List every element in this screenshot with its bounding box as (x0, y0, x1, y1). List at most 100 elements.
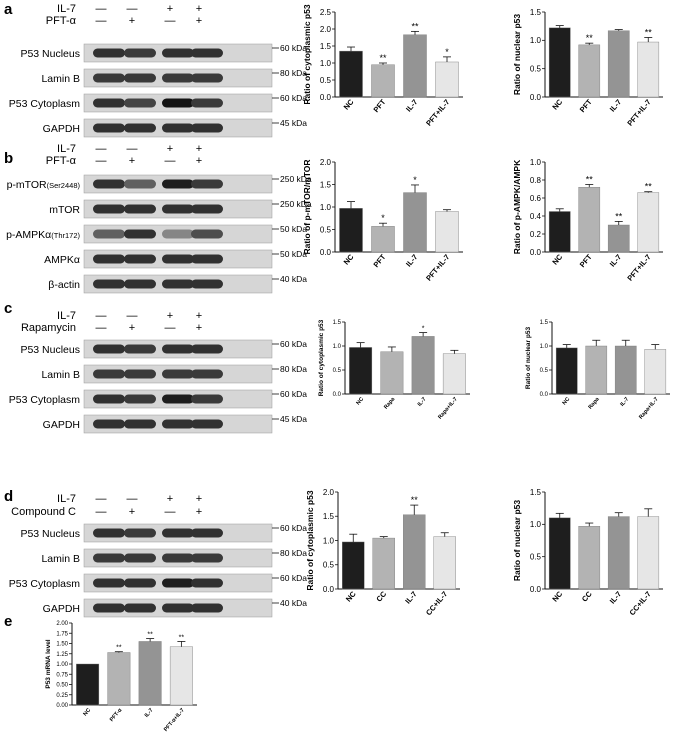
blot-name: GAPDH (43, 603, 80, 615)
y-tick-label: 1.25 (56, 652, 68, 658)
significance-label: ** (586, 175, 594, 185)
blot-band (124, 179, 156, 189)
chart-d2: 0.0 0.5 1.0 1.5 Ratio of nuclear p53 NC CC IL-7… (512, 488, 663, 617)
y-tick-label: 1.0 (320, 59, 332, 68)
marker-label: 80 kDa (280, 68, 307, 78)
blot-band (124, 578, 156, 588)
blot-band (191, 123, 223, 133)
y-axis-label: Ratio of cytoplasmic p53 (302, 4, 312, 104)
blot-name: GAPDH (43, 419, 80, 431)
condition-sign: + (196, 15, 202, 27)
y-tick-label: 2.0 (320, 158, 332, 167)
significance-label: * (422, 326, 425, 333)
condition-sign: — (96, 15, 107, 27)
y-axis-label: Ratio of p-mTOR/mTOR (302, 159, 312, 254)
blot-band (124, 394, 156, 404)
blot-band (124, 73, 156, 83)
significance-label: ** (147, 632, 153, 639)
y-tick-label: 1.0 (530, 36, 542, 45)
condition-sign: + (167, 3, 173, 15)
y-tick-label: 0.5 (323, 561, 335, 570)
blot-band (191, 204, 223, 214)
panel-label-a: a (4, 1, 13, 18)
condition-label: IL-7 (57, 143, 76, 155)
bar (637, 192, 660, 253)
condition-sign: + (129, 506, 135, 518)
condition-label: IL-7 (57, 3, 76, 15)
y-tick-label: 0.5 (333, 368, 342, 374)
blot-band (124, 48, 156, 58)
bar (380, 351, 404, 395)
significance-label: ** (615, 211, 623, 221)
y-tick-label: 0.0 (530, 585, 542, 594)
y-tick-label: 0.5 (530, 552, 542, 561)
bar (372, 537, 395, 590)
y-tick-label: 0.0 (333, 392, 342, 398)
blot-name: P53 Cytoplasm (9, 98, 80, 110)
blot-band (162, 344, 194, 354)
x-tick-label: IL-7 (619, 396, 630, 407)
blot-row: P53 Nucleus 60 kDa (20, 339, 307, 359)
y-axis-label: Ratio of cytoplasmic p53 (305, 490, 315, 590)
blot-name: Lamin B (41, 553, 80, 565)
y-tick-label: 2.5 (320, 8, 332, 17)
blot-band (191, 279, 223, 289)
blot-band (162, 73, 194, 83)
blot-name: p-AMPKα(Thr172) (6, 229, 80, 241)
x-tick-label: PFT (372, 97, 388, 114)
blot-band (93, 254, 125, 264)
x-tick-label: IL-7 (608, 253, 623, 269)
significance-label: * (413, 175, 417, 185)
condition-sign: — (96, 3, 107, 15)
condition-label: IL-7 (57, 310, 76, 322)
significance-label: * (445, 47, 449, 57)
x-tick-label: NC (342, 97, 356, 112)
condition-sign: + (129, 322, 135, 334)
y-tick-label: 1.0 (530, 520, 542, 529)
condition-sign: — (165, 155, 176, 167)
significance-label: ** (586, 33, 594, 43)
blot-band (93, 603, 125, 613)
panel-label-d: d (4, 488, 13, 505)
x-tick-label: PFT+IL-7 (424, 253, 451, 283)
bar (578, 526, 601, 590)
chart-e1: 0.00 0.25 0.50 0.75 1.00 1.25 1.50 1.75 2.00 P53 … (45, 621, 197, 733)
blot-band (191, 48, 223, 58)
blot-band (162, 279, 194, 289)
panel-label-e: e (4, 613, 12, 630)
x-tick-label: PFT-α (109, 707, 124, 723)
condition-sign: — (96, 155, 107, 167)
x-tick-label: CC+IL-7 (628, 590, 653, 618)
bar (442, 353, 466, 395)
y-tick-label: 1.0 (530, 158, 542, 167)
condition-sign: — (96, 322, 107, 334)
marker-label: 50 kDa (280, 224, 307, 234)
marker-label: 60 kDa (280, 339, 307, 349)
bar (403, 34, 427, 98)
blot-band (93, 179, 125, 189)
condition-sign: + (196, 310, 202, 322)
y-tick-label: 1.5 (333, 320, 342, 326)
blot-band (191, 179, 223, 189)
bar (578, 186, 601, 253)
blot-band (93, 48, 125, 58)
bar (607, 30, 630, 98)
bar (637, 41, 660, 98)
y-tick-label: 0.5 (530, 64, 542, 73)
blot-name-sub: (Ser2448) (47, 181, 81, 190)
blot-band (93, 578, 125, 588)
blot-band (162, 254, 194, 264)
blot-row: P53 Nucleus 60 kDa (20, 43, 307, 63)
blot-band (162, 98, 194, 108)
blot-band (191, 369, 223, 379)
blot-band (93, 553, 125, 563)
marker-label: 45 kDa (280, 414, 307, 424)
condition-sign: + (129, 155, 135, 167)
blot-row: p-mTOR(Ser2448) 250 kDa (7, 174, 312, 194)
y-tick-label: 0.8 (530, 176, 542, 185)
marker-label: 80 kDa (280, 364, 307, 374)
y-tick-label: 1.0 (540, 344, 549, 350)
y-axis-label: Ratio of p-AMPK/AMPK (512, 159, 522, 254)
y-tick-label: 2.00 (56, 621, 68, 627)
blot-row: GAPDH 40 kDa (43, 598, 307, 618)
